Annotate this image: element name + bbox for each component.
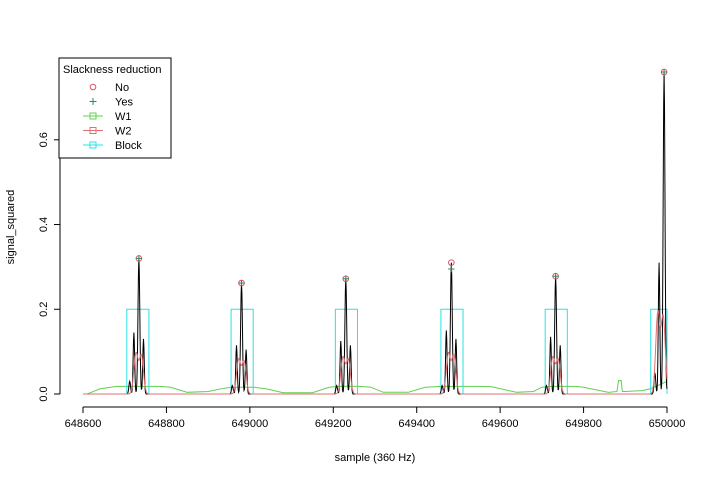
peak-no-marker	[448, 259, 455, 266]
legend-entry: W2	[83, 126, 132, 138]
peak-yes-marker	[238, 279, 245, 287]
legend-label: Block	[115, 140, 142, 152]
legend-label: W1	[115, 111, 132, 123]
x-axis-label: sample (360 Hz)	[335, 452, 416, 464]
legend-entries: No Yes W1 W2 Block	[83, 82, 142, 152]
x-tick-label: 649800	[565, 418, 602, 430]
x-axis: 648600 648800 649000 649200 649400 649600 6498…	[65, 406, 686, 430]
x-tick-label: 648800	[148, 418, 185, 430]
legend-circle-key	[89, 83, 97, 91]
peak-yes-marker	[342, 275, 349, 282]
y-tick-label: 0.4	[38, 217, 50, 232]
x-tick-label: 648600	[65, 418, 102, 430]
w1-line	[83, 379, 668, 395]
plot-lines	[83, 71, 668, 395]
y-axis: 0.0 0.2 0.4 0.6	[38, 132, 61, 402]
legend-entry: W1	[83, 111, 132, 123]
peak-yes-marker	[135, 255, 143, 262]
peak-yes-marker	[552, 273, 559, 280]
y-tick-label: 0.6	[38, 132, 50, 147]
peak-markers	[135, 68, 668, 287]
legend-label: No	[115, 82, 129, 94]
y-tick-label: 0.2	[38, 302, 50, 317]
legend-entry: Yes	[89, 97, 133, 109]
x-tick-label: 649000	[231, 418, 268, 430]
x-tick-label: 649600	[482, 418, 519, 430]
legend-square-key	[89, 112, 97, 120]
legend-entry: No	[89, 82, 129, 94]
x-tick-label: 649200	[315, 418, 352, 430]
legend-square-key	[89, 127, 97, 134]
w2-line	[83, 310, 668, 395]
x-tick-label: 649400	[398, 418, 435, 430]
peak-yes-marker	[660, 68, 668, 76]
y-tick-label: 0.0	[38, 386, 50, 401]
y-axis-label: signal_squared	[5, 190, 17, 265]
legend-label: Yes	[115, 97, 133, 109]
peak-yes-marker	[448, 265, 455, 273]
legend-box	[58, 57, 172, 159]
legend-title: Slackness reduction	[63, 64, 161, 76]
legend-entry: Block	[83, 140, 142, 152]
legend-plus-key	[89, 98, 97, 105]
x-tick-label: 650000	[649, 418, 686, 430]
legend: Slackness reduction No Yes W1 W2 Block	[58, 57, 172, 159]
legend-square-key	[89, 141, 97, 149]
legend-label: W2	[115, 126, 132, 138]
